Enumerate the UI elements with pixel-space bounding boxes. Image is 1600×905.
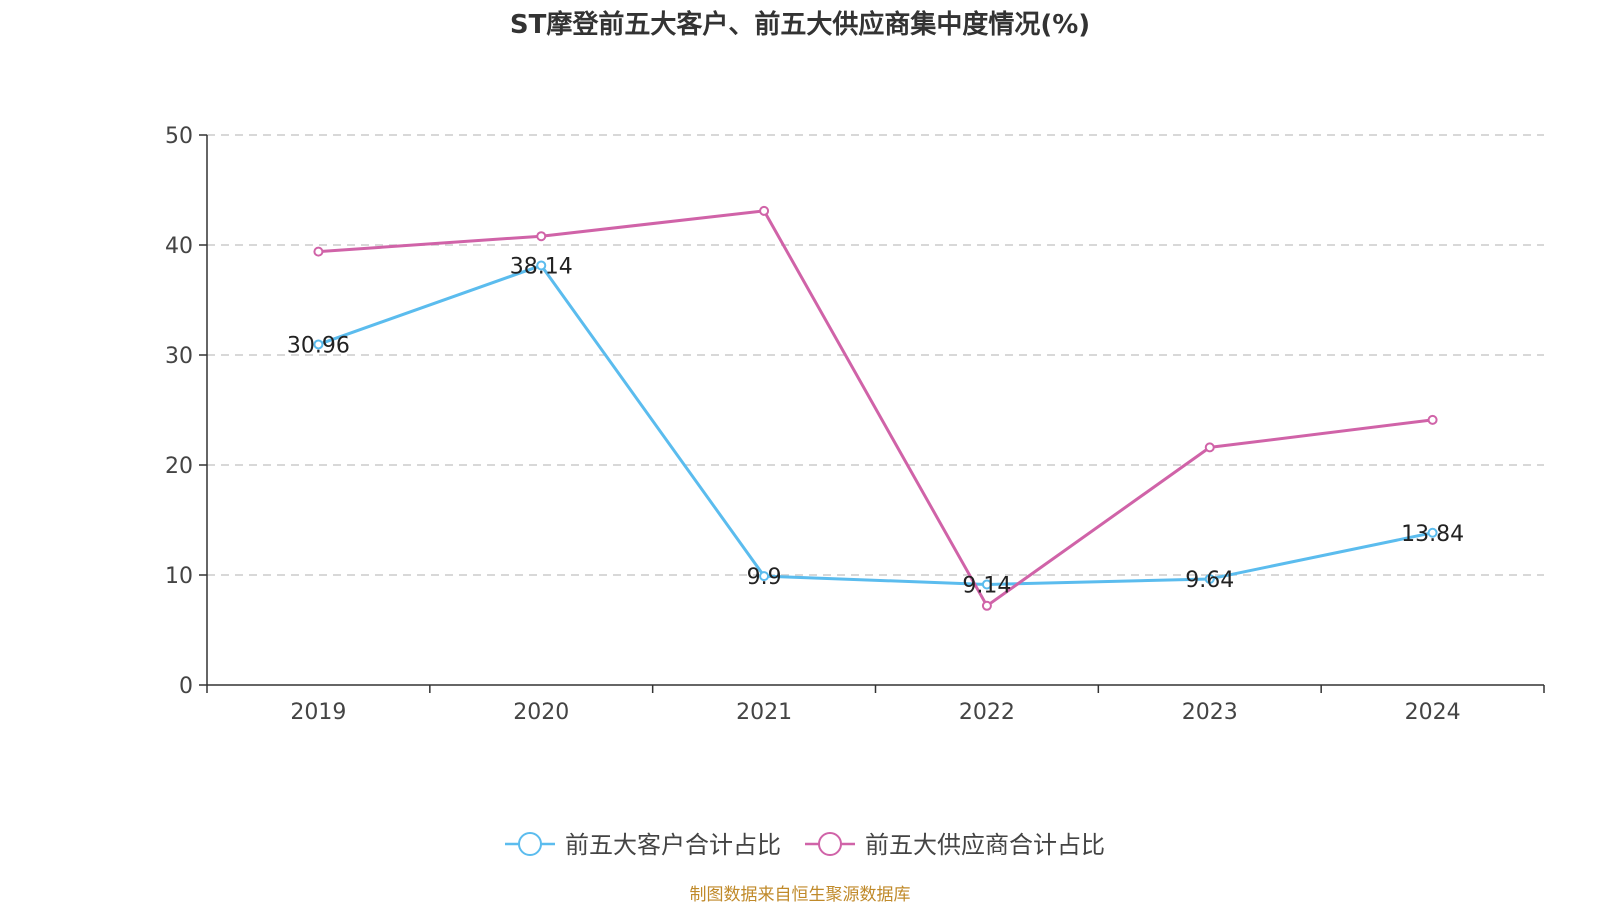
series-0-point-2022	[981, 579, 992, 590]
grid-lines	[207, 134, 1544, 576]
series-lines	[313, 205, 1438, 611]
data-label-0-2022: 9.14	[962, 573, 1011, 598]
chart-title: ST摩登前五大客户、前五大供应商集中度情况(%)	[509, 10, 1091, 40]
x-tick-label-2021: 2021	[736, 700, 792, 725]
x-tick-label-2020: 2020	[513, 700, 569, 725]
series-0-point-2023	[1204, 573, 1215, 584]
x-tick-label-2019: 2019	[290, 700, 346, 725]
series-0-point-2021	[759, 571, 770, 582]
y-tick-label-30: 30	[165, 344, 193, 369]
series-line-0	[317, 263, 1433, 586]
data-label-0-2020: 38.14	[510, 254, 573, 279]
source-note: 制图数据来自恒生聚源数据库	[689, 885, 911, 905]
data-labels: 30.96 38.14 9.9 9.14 9.64 13.84	[287, 254, 1464, 598]
data-label-0-2024: 13.84	[1401, 522, 1464, 547]
data-label-0-2019: 30.96	[287, 333, 350, 358]
series-1-point-2019	[313, 246, 324, 257]
x-tick-label-2024: 2024	[1405, 700, 1461, 725]
axes: 0 10 20 30 40 50 2019 2020 2021 2022 2023 2024	[165, 124, 1545, 725]
legend: 前五大客户合计占比 前五大供应商合计占比	[505, 831, 1105, 859]
y-tick-label-0: 0	[179, 674, 193, 699]
legend-label-1: 前五大供应商合计占比	[865, 831, 1105, 859]
series-1-point-2022	[981, 600, 992, 611]
series-line-1	[318, 209, 1433, 608]
legend-marker-1	[818, 832, 842, 856]
y-tick-label-40: 40	[165, 234, 193, 259]
y-tick-label-10: 10	[165, 564, 193, 589]
y-tick-label-20: 20	[165, 454, 193, 479]
data-label-0-2023: 9.64	[1185, 568, 1234, 593]
legend-label-0: 前五大客户合计占比	[565, 831, 781, 859]
legend-marker-0	[518, 832, 542, 856]
series-1-point-2024	[1427, 414, 1438, 425]
x-tick-label-2022: 2022	[959, 700, 1015, 725]
series-0-point-2019	[313, 339, 324, 350]
series-1-point-2023	[1204, 442, 1215, 453]
data-label-0-2021: 9.9	[747, 565, 782, 590]
y-tick-label-50: 50	[165, 124, 193, 149]
series-1-point-2021	[759, 205, 770, 216]
series-0-point-2024	[1427, 527, 1438, 538]
x-tick-label-2023: 2023	[1182, 700, 1238, 725]
series-0-point-2020	[536, 260, 547, 271]
series-1-point-2020	[536, 231, 547, 242]
